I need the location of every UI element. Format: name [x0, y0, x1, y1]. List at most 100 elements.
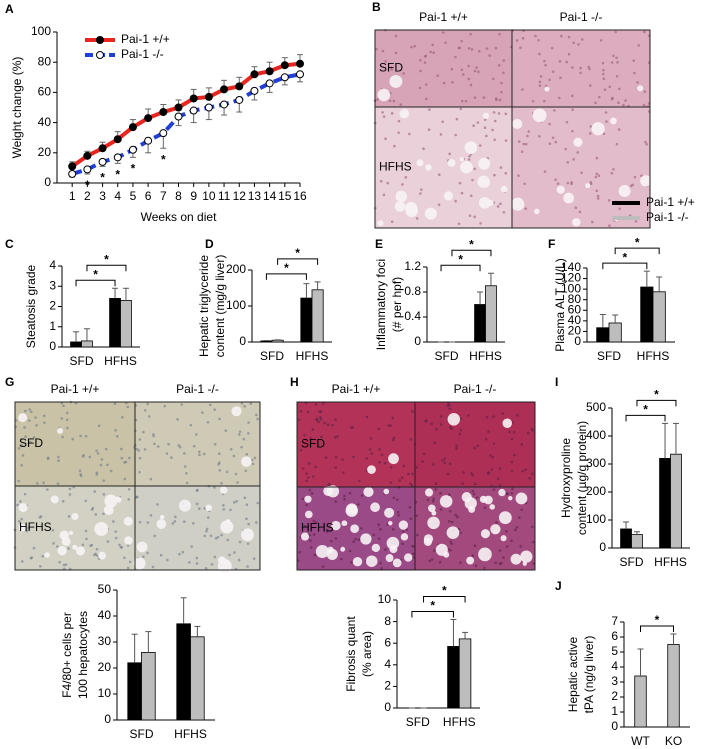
- nucleus: [430, 422, 434, 425]
- vacuole: [136, 541, 148, 553]
- nucleus: [342, 471, 345, 475]
- panel-letter: D: [205, 237, 214, 251]
- nucleus: [394, 34, 398, 38]
- nucleus: [495, 521, 498, 524]
- nucleus: [599, 39, 603, 42]
- nucleus: [558, 96, 561, 100]
- nucleus: [90, 508, 94, 511]
- nucleus: [589, 125, 593, 128]
- vacuole: [637, 85, 644, 92]
- vacuole: [341, 520, 348, 527]
- nucleus: [485, 134, 488, 138]
- nucleus: [306, 410, 310, 414]
- nucleus: [208, 403, 212, 407]
- nucleus: [492, 488, 496, 491]
- nucleus: [411, 472, 414, 476]
- nucleus: [538, 52, 541, 56]
- nucleus: [490, 468, 494, 471]
- nucleus: [431, 463, 435, 466]
- nucleus: [343, 494, 346, 498]
- nucleus: [448, 520, 451, 523]
- nucleus: [252, 557, 256, 560]
- vacuole: [220, 486, 228, 494]
- point: [250, 86, 259, 95]
- micrograph-tile: [375, 30, 512, 107]
- y-tick-label: 2: [384, 679, 391, 693]
- nucleus: [408, 132, 411, 136]
- nucleus: [633, 71, 636, 75]
- nucleus: [213, 408, 217, 411]
- nucleus: [24, 409, 27, 413]
- y-tick-label: 1.2: [404, 259, 421, 273]
- nucleus: [114, 428, 117, 432]
- x-tick-label: HFHS: [104, 354, 137, 368]
- nucleus: [312, 533, 316, 536]
- nucleus: [590, 220, 594, 224]
- vacuole: [18, 523, 27, 532]
- nucleus: [477, 70, 480, 74]
- nucleus: [357, 538, 361, 542]
- nucleus: [39, 565, 42, 568]
- nucleus: [532, 562, 535, 565]
- x-tick-label: HFHS: [443, 715, 476, 729]
- y-tick-label: 40: [568, 313, 582, 327]
- nucleus: [505, 530, 508, 533]
- nucleus: [470, 48, 474, 51]
- nucleus: [455, 117, 459, 121]
- nucleus: [128, 456, 131, 460]
- nucleus: [352, 455, 355, 459]
- nucleus: [594, 101, 597, 105]
- nucleus: [454, 55, 457, 59]
- nucleus: [309, 436, 312, 440]
- nucleus: [489, 454, 492, 457]
- nucleus: [387, 424, 390, 427]
- significance-bracket: [265, 273, 307, 280]
- nucleus: [220, 533, 223, 537]
- nucleus: [521, 37, 525, 40]
- bar: [70, 341, 82, 348]
- nucleus: [195, 502, 199, 506]
- vacuole: [544, 86, 550, 92]
- nucleus: [543, 59, 546, 63]
- y-axis-label: Plasma ALT (U/L): [553, 258, 567, 352]
- nucleus: [95, 449, 98, 452]
- nucleus: [537, 38, 540, 42]
- nucleus: [17, 519, 21, 523]
- nucleus: [20, 517, 23, 521]
- point: [220, 85, 229, 94]
- nucleus: [439, 133, 443, 136]
- nucleus: [426, 498, 430, 502]
- nucleus: [246, 565, 249, 568]
- annotation: *: [85, 178, 90, 192]
- nucleus: [198, 453, 201, 457]
- nucleus: [119, 447, 123, 451]
- bar: [458, 638, 472, 709]
- significance-label: *: [430, 599, 435, 613]
- nucleus: [567, 52, 571, 56]
- nucleus: [416, 533, 419, 537]
- vacuole: [478, 197, 491, 209]
- legend-label: Pai-1 -/-: [121, 47, 164, 61]
- nucleus: [432, 549, 436, 552]
- nucleus: [312, 519, 316, 523]
- nucleus: [502, 210, 506, 214]
- nucleus: [423, 61, 427, 64]
- nucleus: [348, 491, 352, 495]
- y-tick-label: 2: [49, 299, 56, 313]
- nucleus: [159, 553, 163, 557]
- nucleus: [147, 415, 151, 418]
- panel-letter: G: [5, 375, 14, 389]
- nucleus: [183, 465, 187, 468]
- panel-letter: A: [5, 2, 14, 16]
- nucleus: [601, 61, 605, 65]
- y-tick-label: 0: [599, 540, 606, 554]
- point: [235, 95, 244, 104]
- nucleus: [381, 111, 384, 114]
- nucleus: [611, 96, 614, 100]
- bar: [596, 327, 610, 343]
- nucleus: [498, 98, 502, 102]
- nucleus: [151, 565, 155, 569]
- y-tick-label: 6: [611, 629, 618, 643]
- nucleus: [512, 430, 516, 434]
- bar: [109, 297, 121, 348]
